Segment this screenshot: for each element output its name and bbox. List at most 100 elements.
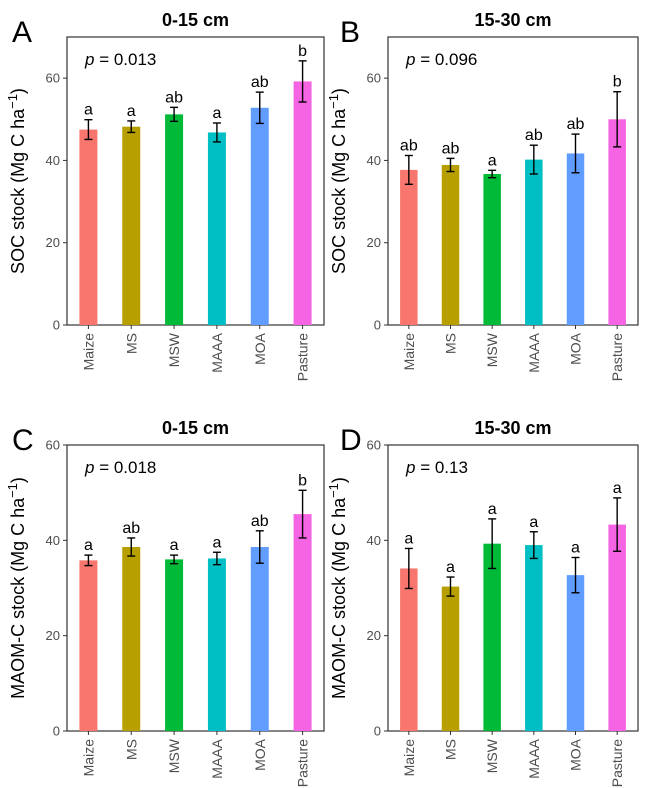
significance-letter: a xyxy=(446,559,455,576)
significance-letter: a xyxy=(613,480,622,497)
panel-title: 0-15 cm xyxy=(162,418,229,438)
x-tick-label: MS xyxy=(123,333,139,354)
significance-letter: a xyxy=(212,105,221,122)
significance-letter: b xyxy=(298,43,307,60)
significance-letter: a xyxy=(488,152,497,169)
x-tick-label: MAAA xyxy=(209,738,225,778)
plot-frame xyxy=(387,444,639,732)
x-tick-label: MS xyxy=(443,333,459,354)
y-tick-label: 0 xyxy=(53,318,60,333)
significance-letter: ab xyxy=(251,513,269,530)
x-tick-label: MAAA xyxy=(526,738,542,778)
bar-moa xyxy=(250,107,269,325)
y-tick-label: 60 xyxy=(46,438,60,453)
bar-moa xyxy=(250,547,269,731)
x-tick-label: MS xyxy=(443,739,459,760)
y-tick-label: 40 xyxy=(367,533,381,548)
x-tick-label: Pasture xyxy=(609,739,625,787)
x-tick-label: Pasture xyxy=(295,333,311,381)
y-tick-label: 60 xyxy=(367,71,381,86)
x-tick-label: Pasture xyxy=(609,333,625,381)
y-axis-label: MAOM-C stock (Mg C ha−1) xyxy=(326,477,350,699)
bar-maize xyxy=(400,568,418,731)
significance-letter: ab xyxy=(122,520,140,537)
significance-letter: ab xyxy=(525,127,543,144)
bar-ms xyxy=(122,547,141,731)
significance-letter: a xyxy=(84,102,93,119)
significance-letter: a xyxy=(571,539,580,556)
bar-pasture xyxy=(608,119,626,326)
y-tick-label: 20 xyxy=(367,628,381,643)
plot-frame xyxy=(66,444,325,732)
significance-letter: a xyxy=(404,530,413,547)
significance-letter: a xyxy=(170,537,179,554)
significance-letter: a xyxy=(84,537,93,554)
p-value-annotation: p = 0.096 xyxy=(405,50,477,69)
x-tick-label: MOA xyxy=(252,738,268,771)
panel-title: 15-30 cm xyxy=(474,418,551,438)
panel-d: D 15-30 cm 0 20 40 60 MAOM-C stock (Mg C ha−1)… xyxy=(326,418,639,787)
significance-letter: ab xyxy=(400,137,418,154)
significance-letter: ab xyxy=(165,89,183,106)
x-tick-label: MS xyxy=(123,739,139,760)
bar-moa xyxy=(566,575,585,731)
y-axis-label: SOC stock (Mg C ha−1) xyxy=(326,88,350,274)
bar-maaa xyxy=(525,159,543,325)
y-tick-label: 60 xyxy=(367,438,381,453)
x-tick-label: Maize xyxy=(80,739,96,777)
bar-msw xyxy=(165,114,184,325)
bar-maaa xyxy=(525,545,543,731)
significance-letter: b xyxy=(298,472,307,489)
y-tick-label: 20 xyxy=(46,235,60,250)
p-value-annotation: p = 0.13 xyxy=(405,458,468,477)
significance-letter: ab xyxy=(442,140,460,157)
y-tick-label: 20 xyxy=(46,628,60,643)
panel-a: A 0-15 cm 0 20 40 60 SOC stock (Mg C ha−1) p = … xyxy=(5,10,325,381)
bar-maaa xyxy=(207,132,226,325)
significance-letter: a xyxy=(488,501,497,518)
panel-letter: B xyxy=(340,16,360,49)
x-tick-label: MSW xyxy=(484,332,500,367)
x-tick-label: Maize xyxy=(80,333,96,371)
x-tick-label: MAAA xyxy=(209,332,225,372)
p-value-annotation: p = 0.018 xyxy=(84,458,156,477)
x-tick-label: MOA xyxy=(568,738,584,771)
plot-frame xyxy=(66,36,325,326)
bar-moa xyxy=(566,153,585,325)
bar-msw xyxy=(165,559,184,731)
bar-msw xyxy=(483,543,501,731)
significance-letter: ab xyxy=(251,74,269,91)
x-tick-label: Maize xyxy=(401,333,417,371)
y-tick-label: 40 xyxy=(46,153,60,168)
significance-letter: a xyxy=(127,103,136,120)
y-axis-label: SOC stock (Mg C ha−1) xyxy=(5,88,29,274)
bar-maize xyxy=(400,169,418,325)
panel-title: 15-30 cm xyxy=(474,10,551,30)
y-axis-label: MAOM-C stock (Mg C ha−1) xyxy=(5,477,29,699)
y-tick-label: 0 xyxy=(374,724,381,739)
x-tick-label: MOA xyxy=(252,332,268,365)
y-tick-label: 0 xyxy=(374,318,381,333)
panel-letter: D xyxy=(340,424,362,457)
x-tick-label: MSW xyxy=(166,738,182,773)
x-tick-label: MSW xyxy=(484,738,500,773)
panel-c: C 0-15 cm 0 20 40 60 MAOM-C stock (Mg C ha−1) p… xyxy=(5,418,325,787)
plot-frame xyxy=(387,36,639,326)
y-tick-label: 40 xyxy=(46,533,60,548)
y-tick-label: 60 xyxy=(46,71,60,86)
significance-letter: a xyxy=(212,534,221,551)
significance-letter: a xyxy=(529,514,538,531)
bar-pasture xyxy=(608,524,626,731)
panel-letter: A xyxy=(12,16,32,49)
bar-maize xyxy=(79,129,98,325)
bar-msw xyxy=(483,174,501,325)
panel-b: B 15-30 cm 0 20 40 60 SOC stock (Mg C ha−1) p =… xyxy=(326,10,639,381)
x-tick-label: MOA xyxy=(568,332,584,365)
y-tick-label: 40 xyxy=(367,153,381,168)
x-tick-label: MAAA xyxy=(526,332,542,372)
bar-maaa xyxy=(207,558,226,731)
y-tick-label: 0 xyxy=(53,724,60,739)
x-tick-label: Pasture xyxy=(295,739,311,787)
x-tick-label: MSW xyxy=(166,332,182,367)
